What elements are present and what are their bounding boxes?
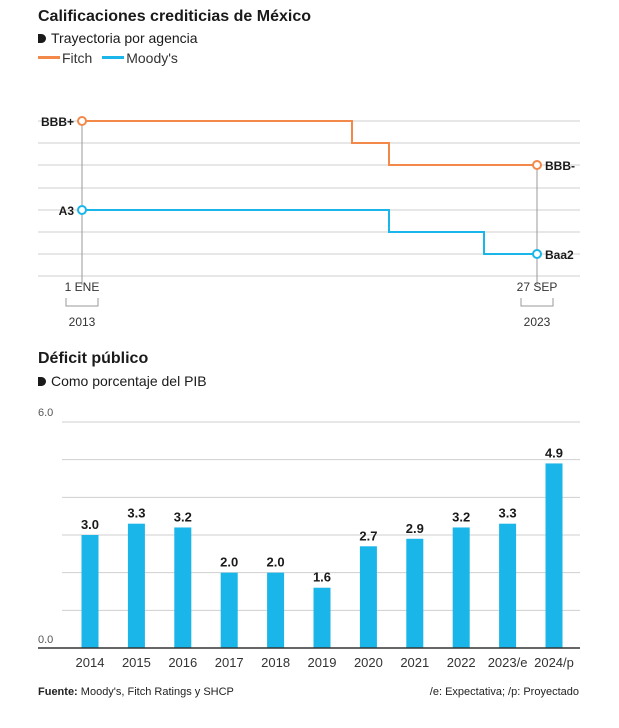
bar-value-label-2024/p: 4.9 [545,445,563,460]
moodys-end-point [532,249,542,259]
legend-item-moodys: Moody's [102,50,178,66]
bar-value-label-2014: 3.0 [81,517,99,532]
legend-swatch-moodys-icon [102,56,125,59]
y-tick-max: 6.0 [38,407,53,419]
legend-label-moodys: Moody's [126,50,178,66]
bar-2024/p [545,463,563,648]
bar-value-label-2023/e: 3.3 [499,506,517,521]
ratings-subtitle-text: Trayectoria por agencia [51,30,198,46]
bar-value-label-2015: 3.3 [127,506,145,521]
bar-value-label-2018: 2.0 [267,555,285,570]
fitch-end-label: BBB- [545,159,575,173]
source-note: Fuente: Moody's, Fitch Ratings y SHCP [38,686,234,698]
x-tick-label-2020: 2020 [354,655,383,670]
fitch-series-line [82,120,537,166]
bar-value-label-2016: 3.2 [174,509,192,524]
start-date-label: 1 ENE [65,280,100,294]
start-date-bracket [65,298,99,307]
start-year-label: 2013 [69,315,96,329]
fitch-end-point [532,160,542,170]
source-text: Moody's, Fitch Ratings y SHCP [77,686,234,698]
bar-2014 [81,535,99,648]
bar-2021 [406,538,424,648]
fitch-start-label: BBB+ [41,115,74,129]
x-tick-label-2016: 2016 [168,655,197,670]
moodys-start-point [77,205,87,215]
deficit-subtitle-text: Como porcentaje del PIB [51,373,207,389]
end-date-label: 27 SEP [517,280,558,294]
x-tick-label-2018: 2018 [261,655,290,670]
moodys-series-line [82,209,537,255]
end-date-bracket [520,298,554,307]
bar-2018 [267,572,285,648]
fitch-start-point [77,116,87,126]
legend-swatch-fitch-icon [38,56,60,59]
ratings-chart-title: Calificaciones crediticias de México [38,8,312,25]
x-tick-label-2021: 2021 [400,655,429,670]
source-label: Fuente: [38,686,78,698]
x-tick-label-2019: 2019 [308,655,337,670]
bar-2016 [174,527,192,648]
x-tick-label-2015: 2015 [122,655,151,670]
bar-value-label-2019: 1.6 [313,570,331,585]
bar-value-label-2020: 2.7 [359,528,377,543]
bar-2017 [220,572,238,648]
moodys-end-label: Baa2 [545,248,574,262]
bar-2019 [313,587,331,648]
y-tick-min: 0.0 [38,634,53,646]
x-tick-label-2014: 2014 [76,655,105,670]
x-tick-label-2023/e: 2023/e [488,655,528,670]
ratings-chart-subtitle: Trayectoria por agencia [38,30,198,46]
bar-2020 [359,546,377,648]
subtitle-marker-icon [38,34,46,43]
x-tick-label-2024/p: 2024/p [534,655,574,670]
legend-label-fitch: Fitch [62,50,93,66]
bar-value-label-2017: 2.0 [220,555,238,570]
end-year-label: 2023 [524,315,551,329]
deficit-chart-subtitle: Como porcentaje del PIB [38,373,207,389]
bar-value-label-2021: 2.9 [406,521,424,536]
ratings-legend: Fitch Moody's [38,50,184,66]
bar-2023/e [499,523,517,648]
abbreviation-note: /e: Expectativa; /p: Proyectado [429,686,579,698]
x-tick-label-2017: 2017 [215,655,244,670]
deficit-chart-title: Déficit público [38,350,149,367]
bars-group: 3.0 2014 3.3 2015 3.2 2016 2.0 2017 2.0 2018 1.6 20… [76,445,574,670]
legend-item-fitch: Fitch [38,50,92,66]
bar-2015 [127,523,145,648]
subtitle-marker-icon [38,377,46,386]
bar-2022 [452,527,470,648]
x-tick-label-2022: 2022 [447,655,476,670]
moodys-start-label: A3 [59,204,75,218]
ratings-grid [38,120,580,277]
bar-value-label-2022: 3.2 [452,509,470,524]
